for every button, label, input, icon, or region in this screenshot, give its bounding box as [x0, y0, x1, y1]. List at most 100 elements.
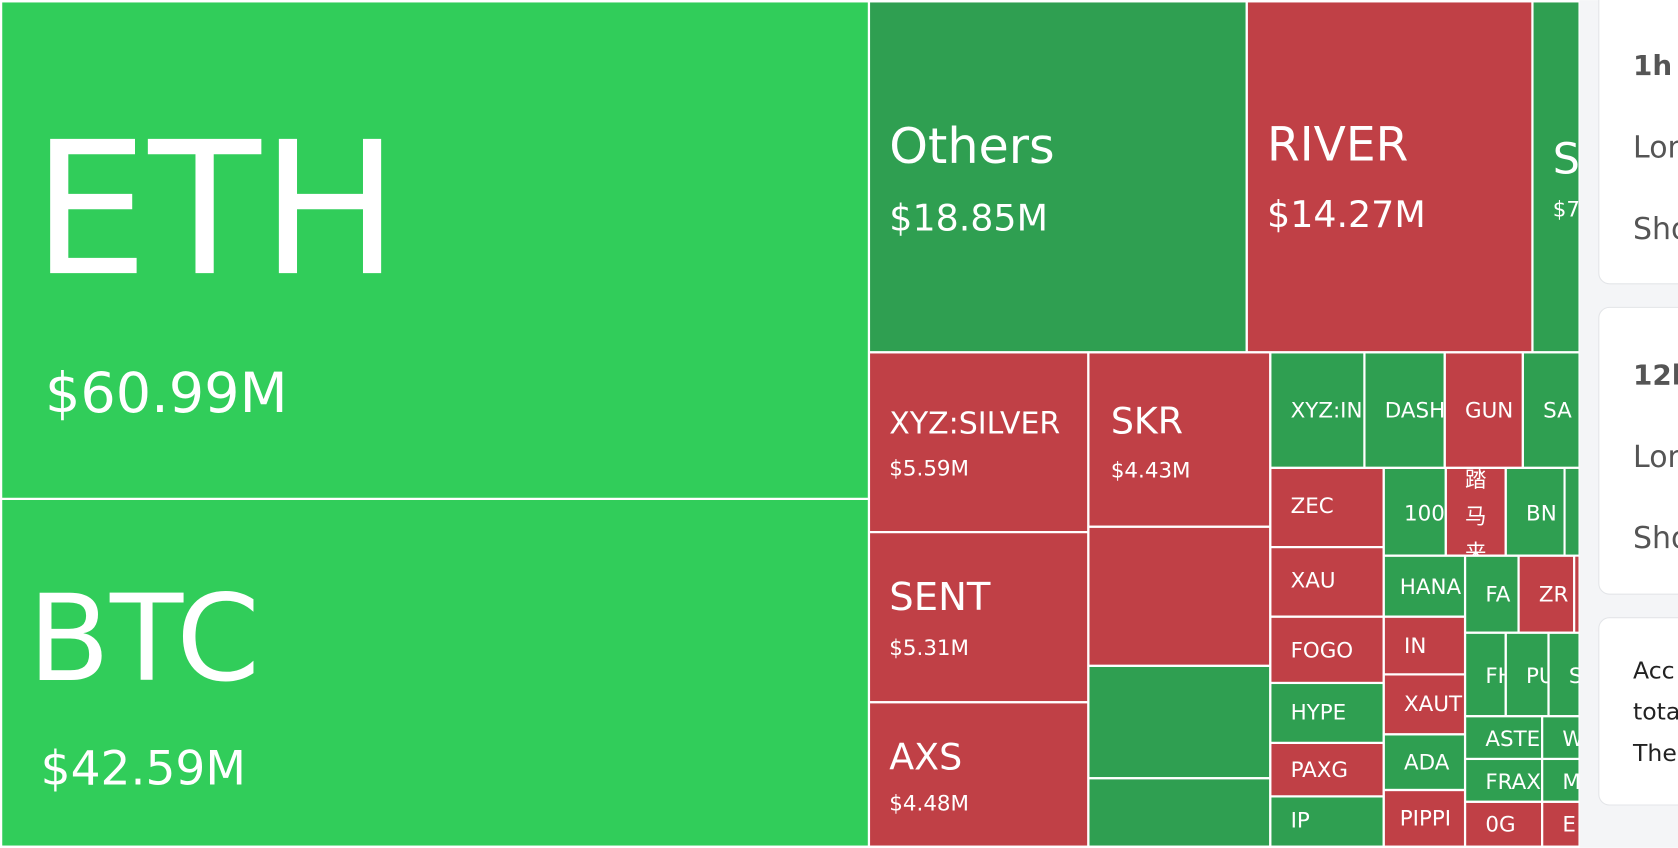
tile-rect [870, 703, 1088, 846]
tile-label: XYZ:SILVER [889, 407, 1060, 442]
tile: PIPPI [1384, 791, 1464, 846]
tile-label: PAXG [1291, 758, 1348, 783]
tile: DASH [1365, 353, 1445, 467]
tile-rect [1466, 760, 1542, 801]
tile-rect [1384, 617, 1464, 674]
tile-label: IP [1291, 808, 1310, 833]
tile: ETH $60.99M [2, 2, 868, 498]
tile-label: 0G [1485, 813, 1515, 838]
tile-label: XAU [1291, 569, 1336, 594]
tile-rect [1446, 468, 1505, 555]
tile-label: RIVER [1267, 118, 1408, 173]
tile-label: IN [1404, 634, 1426, 659]
note-line: The [1632, 739, 1677, 767]
tile-rect [1089, 353, 1270, 526]
tile-rect [1089, 779, 1270, 846]
tile: RIVER $14.27M [1247, 2, 1532, 352]
tile: S [1549, 633, 1583, 716]
tile-rect [1384, 791, 1464, 846]
tile-label: PIPPI [1400, 806, 1451, 831]
tile-value: $42.59M [41, 742, 246, 797]
tile: SA [1523, 353, 1579, 467]
tile-rect [2, 2, 868, 498]
tile-rect [1506, 468, 1564, 555]
tile-label: DASH [1385, 399, 1445, 424]
tile: PAXG [1271, 743, 1383, 796]
tile-label: HANA [1400, 575, 1462, 600]
tile-label: FA [1485, 583, 1510, 608]
tile-label: AXS [889, 736, 962, 779]
tile-rect [1384, 556, 1464, 616]
tile: ADA [1384, 735, 1464, 789]
tile-label: ETH [32, 103, 399, 317]
tile-label: FH [1485, 664, 1513, 689]
tile-label: PU [1526, 664, 1555, 689]
tile: GUN [1445, 353, 1522, 467]
tile-rect [870, 2, 1246, 352]
tile-label: S [1553, 135, 1580, 185]
tile-value: $5.31M [889, 636, 969, 661]
tile-rect [1384, 735, 1464, 789]
tile-label: ZEC [1291, 494, 1334, 519]
tile-rect [1271, 743, 1383, 796]
tile: XAUT [1384, 675, 1464, 734]
tile-value: $4.43M [1111, 459, 1191, 484]
tile-label: ADA [1404, 751, 1450, 776]
tile-label: GUN [1465, 399, 1513, 424]
tile: 0G [1466, 802, 1542, 846]
note-line: tota [1633, 697, 1678, 725]
tile-label: 踏马来 [1465, 468, 1486, 566]
tile-rect [1543, 717, 1579, 758]
tile-value: $14.27M [1267, 193, 1426, 236]
tile-rect [1549, 633, 1579, 716]
tile: SENT $5.31M [870, 533, 1088, 702]
tile: XYZ:SILVER $5.59M [870, 353, 1088, 532]
tile-rect [1384, 675, 1464, 734]
tile-rect [1365, 353, 1444, 467]
tile-label: E [1562, 813, 1576, 838]
tile-rect [1523, 353, 1579, 467]
tile-value: $7 [1553, 197, 1580, 222]
tile-rect [1466, 802, 1542, 846]
tile: BN [1506, 468, 1564, 555]
tile: FRAX [1466, 760, 1542, 801]
tile-rect [1466, 556, 1518, 632]
card [1598, 617, 1678, 806]
tile: IN [1384, 617, 1464, 674]
tile-label: SKR [1111, 400, 1183, 443]
tile-rect [2, 499, 868, 846]
tile: XAU [1271, 548, 1383, 616]
tile: BTC $42.59M [2, 499, 868, 846]
tile-rect [1445, 353, 1522, 467]
tile-label: S [1569, 664, 1583, 689]
tile: 踏马来 [1446, 468, 1505, 566]
tile-label: M [1562, 770, 1580, 795]
tile-rect [1543, 802, 1579, 846]
tile-rect [1271, 617, 1383, 682]
card [1598, 306, 1678, 595]
tile-label: XAUT [1404, 692, 1463, 717]
tile: W [1543, 717, 1579, 758]
tile: ASTE [1466, 717, 1542, 758]
tile-rect [1543, 760, 1579, 801]
tile-rect [1533, 2, 1579, 352]
card-row: Sho [1633, 521, 1678, 556]
note-line: Acc [1633, 657, 1675, 685]
tile-label: FRAX [1485, 770, 1541, 795]
tile: DOGE [1089, 779, 1270, 846]
tile: HYPE [1271, 684, 1383, 742]
tile-value: $60.99M [45, 361, 288, 426]
tile-label: SENT [889, 575, 991, 620]
tile-rect [1271, 548, 1383, 616]
tile-label: 100 [1404, 501, 1445, 526]
card-row: Lon [1633, 440, 1678, 475]
tile-label: BN [1526, 501, 1557, 526]
tile: 100 [1384, 468, 1445, 555]
card-title: 1h [1633, 49, 1672, 82]
tile-rect [870, 353, 1088, 532]
tile-rect [1271, 353, 1364, 467]
card-row: Lon [1633, 131, 1678, 166]
tile-rect [1466, 717, 1542, 758]
tile: FA [1466, 556, 1518, 632]
